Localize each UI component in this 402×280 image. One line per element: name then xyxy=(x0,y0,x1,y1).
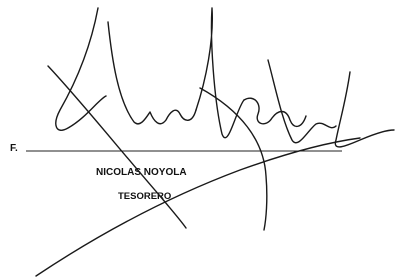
signature-document: F. NICOLAS NOYOLA TESORERO xyxy=(0,0,402,280)
signer-name: NICOLAS NOYOLA xyxy=(96,167,187,178)
background xyxy=(0,0,402,280)
page: F. NICOLAS NOYOLA TESORERO (() => { cons… xyxy=(0,0,402,280)
signature-prefix: F. xyxy=(10,143,18,154)
